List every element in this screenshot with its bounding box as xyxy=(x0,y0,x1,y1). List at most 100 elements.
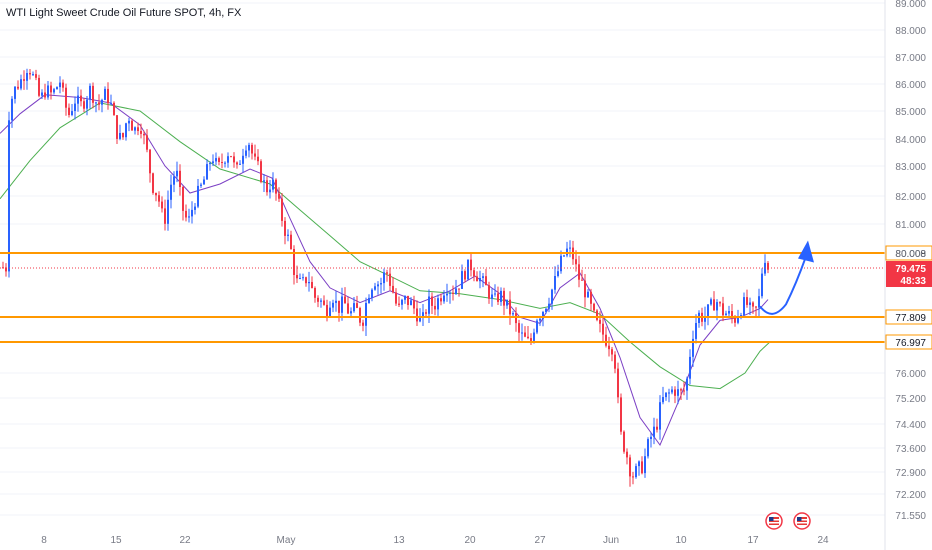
candle-body xyxy=(392,285,394,293)
candle-body xyxy=(656,426,658,430)
candle-body xyxy=(401,299,403,305)
candle-body xyxy=(671,389,673,393)
candle-body xyxy=(386,272,388,274)
candle-body xyxy=(635,466,637,478)
candle-body xyxy=(548,303,550,309)
candle-body xyxy=(332,302,334,308)
price-tick-label: 89.000 xyxy=(895,0,926,10)
candle-body xyxy=(233,156,235,163)
candle-body xyxy=(221,162,223,163)
ma-fast-line xyxy=(0,94,769,447)
us-flag-icon[interactable] xyxy=(765,512,783,530)
candle-body xyxy=(266,180,268,193)
candle-body xyxy=(554,276,556,290)
candle-body xyxy=(254,153,256,157)
candle-body xyxy=(92,85,94,103)
candle-body xyxy=(485,276,487,286)
price-tick-label: 72.900 xyxy=(895,468,926,479)
candle-body xyxy=(317,297,319,302)
candle-body xyxy=(296,275,298,279)
candle-body xyxy=(47,85,49,98)
countdown-label: 48:33 xyxy=(900,276,926,287)
flag-stripe xyxy=(797,519,807,521)
moving-averages xyxy=(0,94,771,447)
candle-body xyxy=(728,311,730,314)
candle-body xyxy=(197,185,199,207)
candle-body xyxy=(602,323,604,335)
time-tick-label: 22 xyxy=(179,535,191,546)
candle-body xyxy=(320,300,322,302)
candle-body xyxy=(533,332,535,341)
candle-body xyxy=(62,82,64,88)
candle-body xyxy=(131,120,133,131)
candle-body xyxy=(212,161,214,164)
candle-body xyxy=(326,304,328,317)
time-tick-label: 27 xyxy=(534,535,546,546)
candle-body xyxy=(293,249,295,275)
candle-body xyxy=(101,99,103,105)
candle-body xyxy=(449,292,451,294)
candle-body xyxy=(464,271,466,280)
candle-body xyxy=(86,99,88,109)
candle-body xyxy=(374,286,376,290)
candle-body xyxy=(257,156,259,162)
candle-body xyxy=(251,144,253,154)
candle-body xyxy=(644,456,646,474)
candle-body xyxy=(173,176,175,185)
price-tick-label: 86.000 xyxy=(895,80,926,91)
price-tick-label: 74.400 xyxy=(895,420,926,431)
candle-body xyxy=(230,156,232,158)
candle-body xyxy=(218,158,220,162)
candle-body xyxy=(323,300,325,305)
candle-body xyxy=(527,336,529,339)
flag-stripe xyxy=(769,522,779,524)
event-flags[interactable] xyxy=(765,512,811,530)
candle-body xyxy=(518,323,520,333)
time-tick-label: May xyxy=(277,535,296,546)
price-tick-label: 75.200 xyxy=(895,394,926,405)
candle-body xyxy=(275,179,277,194)
candle-body xyxy=(551,289,553,304)
candle-body xyxy=(674,389,676,396)
price-axis[interactable]: 89.000 88.000 87.000 86.000 85.000 84.000 83.0… xyxy=(895,0,926,522)
candle-body xyxy=(452,292,454,294)
candle-body xyxy=(695,323,697,339)
candle-body xyxy=(539,318,541,321)
candle-body xyxy=(761,273,763,297)
candle-body xyxy=(743,297,745,316)
candle-body xyxy=(359,308,361,323)
candle-body xyxy=(608,345,610,350)
candle-body xyxy=(389,273,391,286)
candle-body xyxy=(380,283,382,285)
candle-body xyxy=(437,298,439,310)
candle-body xyxy=(347,303,349,314)
candle-body xyxy=(167,199,169,224)
time-axis[interactable]: 8 15 22 May 13 20 27 Jun 10 17 24 xyxy=(41,535,829,546)
candle-body xyxy=(500,290,502,302)
candle-body xyxy=(242,155,244,164)
candle-body xyxy=(278,193,280,199)
price-tick-label: 87.000 xyxy=(895,53,926,64)
flag-canton xyxy=(797,517,802,521)
candle-body xyxy=(35,74,37,78)
candle-body xyxy=(371,289,373,298)
candle-body xyxy=(752,302,754,307)
candle-body xyxy=(245,150,247,156)
candle-body xyxy=(188,216,190,218)
candle-body xyxy=(716,302,718,311)
candle-body xyxy=(677,389,679,396)
level-price-tag xyxy=(885,309,932,325)
candle-body xyxy=(623,431,625,452)
flag-stripe xyxy=(769,519,779,521)
candle-body xyxy=(119,133,121,139)
candle-body xyxy=(5,267,7,272)
candle-body xyxy=(110,102,112,104)
candle-body xyxy=(461,271,463,289)
candle-body xyxy=(686,378,688,391)
price-tick-label: 76.000 xyxy=(895,369,926,380)
candle-body xyxy=(284,220,286,236)
us-flag-icon[interactable] xyxy=(793,512,811,530)
candle-body xyxy=(593,303,595,311)
